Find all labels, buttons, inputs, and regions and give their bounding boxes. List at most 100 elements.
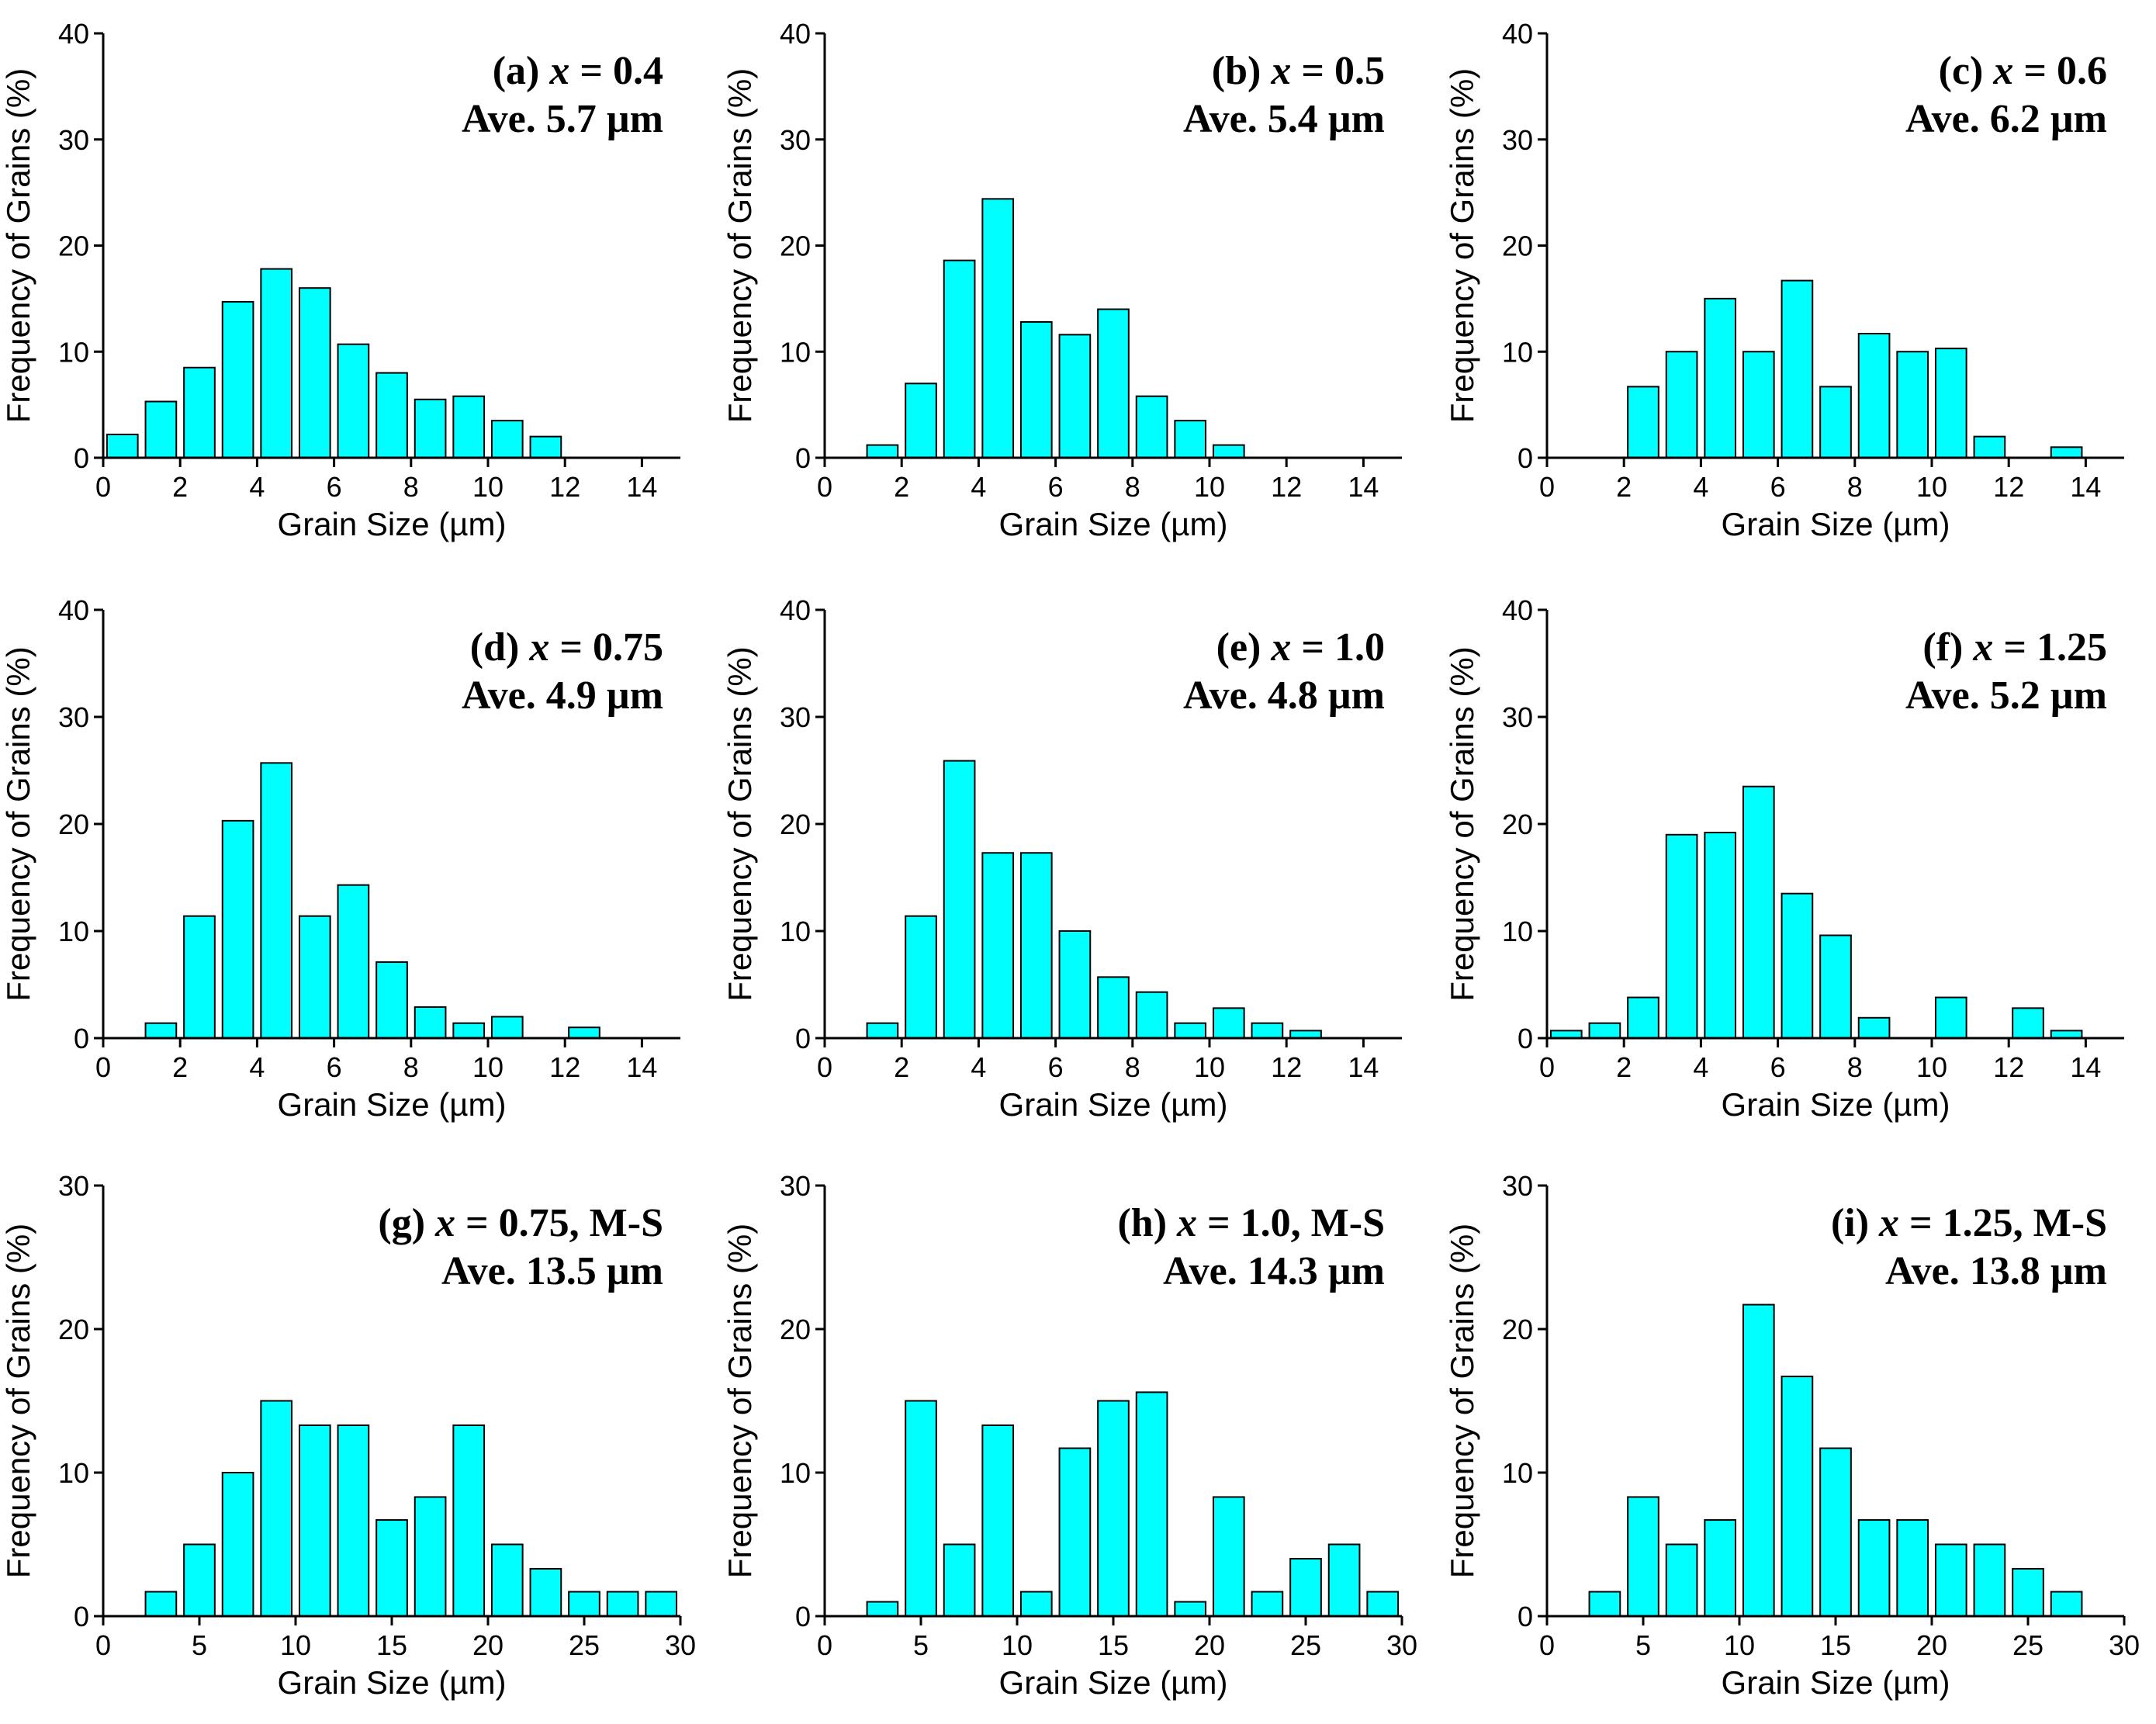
panel-average: Ave. 4.9 µm (462, 673, 663, 718)
bar (183, 1543, 216, 1617)
y-tick-label: 20 (58, 808, 89, 840)
bar (1588, 1022, 1621, 1040)
y-tick-label: 0 (1518, 442, 1533, 474)
bar (1058, 1447, 1092, 1618)
y-tick-label: 30 (1502, 701, 1533, 733)
x-tick-label: 8 (1847, 471, 1863, 503)
bar (452, 1022, 486, 1040)
y-tick-label: 10 (780, 336, 811, 368)
x-tick-label: 4 (971, 471, 986, 503)
x-tick-label: 14 (1348, 471, 1379, 503)
condition-value: = 0.4 (569, 49, 663, 93)
y-tick-label: 0 (74, 442, 89, 474)
x-tick-label: 10 (1916, 471, 1947, 503)
x-tick-label: 10 (1916, 1051, 1947, 1083)
bar (1019, 320, 1053, 459)
bar (943, 259, 976, 459)
panel-title: (g) x = 0.75, M-S (378, 1201, 663, 1245)
bar (1819, 1447, 1852, 1618)
bar (1019, 852, 1053, 1040)
y-tick-label: 20 (58, 230, 89, 262)
y-tick-label: 10 (1502, 1457, 1533, 1489)
y-tick-label: 30 (58, 124, 89, 156)
bar (375, 961, 408, 1040)
bar (1781, 892, 1814, 1039)
x-tick-label: 6 (1048, 1051, 1064, 1083)
y-axis-label: Frequency of Grains (%) (1444, 68, 1480, 424)
y-tick-label: 20 (780, 1314, 811, 1345)
bar (1934, 996, 1967, 1040)
x-tick-label: 10 (1724, 1629, 1755, 1661)
x-tick-label: 8 (1125, 471, 1140, 503)
bar (2012, 1007, 2044, 1039)
panel-label: (i) (1831, 1201, 1879, 1245)
y-tick-label: 30 (780, 1170, 811, 1202)
y-tick-label: 10 (780, 1457, 811, 1489)
bar (1857, 1519, 1891, 1618)
bar (221, 819, 254, 1039)
chart-panel-b: 0 2 4 6 8 10 12 14 0 10 20 30 40 Grain Size (µm) Frequ… (722, 18, 1402, 542)
y-tick-label: 30 (1502, 124, 1533, 156)
variable-x: x (528, 625, 549, 670)
bar (1097, 1400, 1130, 1617)
x-tick-label: 20 (1916, 1629, 1947, 1661)
x-tick-label: 14 (1348, 1051, 1379, 1083)
condition-value: = 0.5 (1291, 49, 1385, 93)
x-tick-label: 5 (913, 1629, 929, 1661)
chart-panel-i: 0 5 10 15 20 25 30 0 10 20 30 Grain Size (µm) Freque… (1444, 1170, 2140, 1701)
panel-label: (c) (1939, 49, 1994, 93)
condition-value: = 0.75, M-S (455, 1201, 663, 1245)
bar (1781, 1376, 1814, 1618)
x-tick-label: 0 (817, 471, 832, 503)
y-tick-label: 10 (1502, 916, 1533, 947)
bar (1097, 976, 1130, 1039)
x-tick-label: 14 (626, 471, 657, 503)
bar (1665, 1543, 1698, 1617)
bar (981, 198, 1015, 459)
x-tick-label: 4 (971, 1051, 986, 1083)
bar (1588, 1591, 1621, 1618)
bar (1251, 1022, 1284, 1040)
x-tick-label: 4 (249, 471, 265, 503)
x-axis-label: Grain Size (µm) (1722, 1664, 1950, 1701)
y-tick-label: 10 (58, 1457, 89, 1489)
variable-x: x (434, 1201, 455, 1245)
panel-title: (e) x = 1.0 (1216, 625, 1385, 670)
panel-title: (c) x = 0.6 (1939, 49, 2107, 93)
bar (905, 915, 937, 1040)
x-tick-label: 14 (626, 1051, 657, 1083)
panel-average: Ave. 4.8 µm (1183, 673, 1385, 718)
panel-label: (a) (493, 49, 550, 93)
y-tick-label: 30 (58, 1170, 89, 1202)
bar (1251, 1591, 1284, 1618)
bar (1212, 1007, 1245, 1039)
bar (1327, 1543, 1361, 1617)
x-tick-label: 4 (1693, 1051, 1708, 1083)
x-tick-label: 8 (403, 1051, 419, 1083)
bar (943, 1543, 976, 1617)
bar (144, 1591, 178, 1618)
condition-value: = 1.25 (1993, 625, 2107, 670)
bar (260, 762, 293, 1040)
x-tick-label: 14 (2070, 471, 2101, 503)
panel-title: (b) x = 0.5 (1212, 49, 1385, 93)
bar (298, 915, 331, 1040)
x-tick-label: 10 (472, 471, 504, 503)
x-tick-label: 2 (894, 1051, 909, 1083)
bar (1135, 991, 1168, 1040)
chart-panel-a: 0 2 4 6 8 10 12 14 0 10 20 30 40 Grain Size (µm) Frequ… (0, 18, 680, 542)
bar (1704, 1519, 1737, 1618)
x-tick-label: 10 (1194, 1051, 1225, 1083)
x-tick-label: 12 (549, 1051, 580, 1083)
bar (452, 395, 486, 459)
x-tick-label: 0 (1539, 1629, 1555, 1661)
bar (2050, 446, 2083, 459)
x-tick-label: 12 (549, 471, 580, 503)
x-tick-label: 10 (280, 1629, 311, 1661)
x-tick-label: 0 (95, 1629, 111, 1661)
x-axis-label: Grain Size (µm) (1722, 506, 1950, 542)
bar (1896, 1519, 1929, 1618)
bar (375, 1519, 408, 1618)
bar (1627, 996, 1659, 1040)
